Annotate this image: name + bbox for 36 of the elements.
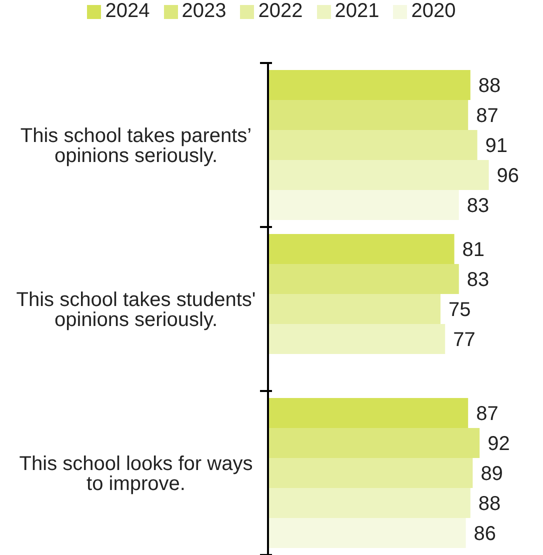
bar: [268, 130, 478, 160]
legend-label: 2023: [180, 0, 226, 23]
data-label: 87: [476, 105, 498, 128]
bar: [268, 458, 473, 488]
data-label: 96: [496, 165, 520, 188]
data-label: 83: [466, 269, 490, 292]
bar: [268, 428, 480, 458]
legend-label: 2022: [257, 0, 303, 23]
bar: [268, 324, 446, 354]
legend-label: 2021: [334, 0, 380, 23]
data-label: 87: [476, 403, 498, 426]
bar: [268, 190, 459, 220]
legend-label: 2020: [410, 0, 456, 23]
y-tick-label: This school takes parents’ opinions seriously.: [20, 125, 252, 168]
bar: [268, 398, 468, 428]
bar: [268, 70, 470, 100]
data-label: 88: [478, 75, 501, 98]
bar: [268, 488, 470, 518]
data-label: 83: [466, 195, 490, 218]
bar: [268, 294, 440, 324]
y-tick-label: This school takes students' opinions seriously.: [16, 289, 256, 332]
data-label: 91: [485, 135, 508, 158]
y-tick-label: This school looks for ways to improve.: [19, 453, 253, 496]
bar: [268, 518, 466, 548]
data-label: 86: [474, 523, 496, 546]
data-label: 75: [448, 299, 471, 322]
bar: [268, 264, 459, 294]
data-label: 77: [453, 329, 476, 352]
legend-label: 2024: [104, 0, 150, 23]
bar: [268, 160, 489, 190]
bar: [268, 234, 454, 264]
data-label: 81: [462, 239, 485, 262]
data-label: 89: [480, 463, 503, 486]
data-label: 88: [478, 493, 501, 516]
data-label: 92: [488, 433, 510, 456]
bar: [268, 100, 468, 130]
